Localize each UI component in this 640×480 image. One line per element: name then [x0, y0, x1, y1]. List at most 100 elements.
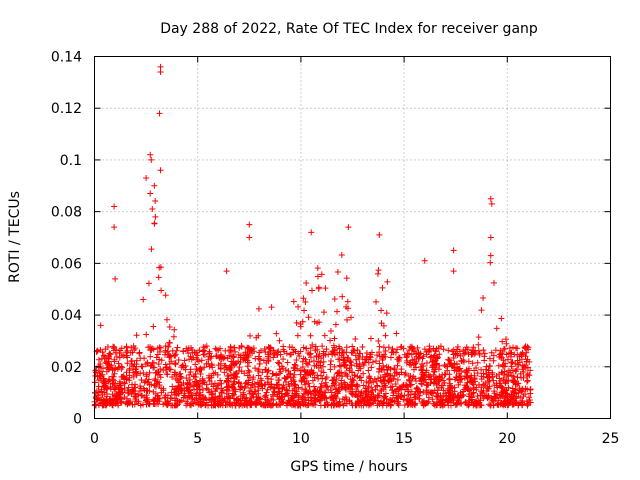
data-point	[486, 401, 493, 408]
data-point	[422, 376, 429, 383]
data-point	[519, 398, 526, 405]
data-point	[101, 355, 108, 362]
data-point	[357, 365, 364, 372]
data-point	[374, 270, 381, 277]
data-point	[443, 392, 450, 399]
data-point	[407, 381, 414, 388]
data-point	[389, 376, 396, 383]
data-point	[353, 363, 360, 370]
data-point	[480, 347, 487, 354]
data-point	[292, 382, 299, 389]
data-point	[355, 398, 362, 405]
data-point	[500, 362, 507, 369]
data-point	[107, 399, 114, 406]
data-point	[344, 305, 351, 312]
data-point	[179, 386, 186, 393]
data-point	[117, 395, 124, 402]
data-point	[250, 345, 257, 352]
data-point	[507, 350, 514, 357]
data-point	[152, 383, 159, 390]
data-point	[334, 308, 341, 315]
data-point	[308, 287, 315, 294]
data-point	[368, 384, 375, 391]
data-point	[135, 391, 142, 398]
data-point	[301, 307, 308, 314]
data-point	[227, 362, 234, 369]
data-point	[144, 379, 151, 386]
data-point	[423, 351, 430, 358]
data-point	[110, 347, 117, 354]
data-point	[301, 367, 308, 374]
data-point	[372, 386, 379, 393]
data-point	[242, 351, 249, 358]
data-point	[323, 383, 330, 390]
data-point	[206, 372, 213, 379]
data-point	[357, 392, 364, 399]
data-point	[293, 319, 300, 326]
data-point	[428, 389, 435, 396]
data-point	[189, 392, 196, 399]
data-point	[524, 378, 531, 385]
data-point	[365, 367, 372, 374]
data-point	[215, 362, 222, 369]
data-point	[392, 369, 399, 376]
data-point	[373, 383, 380, 390]
data-point	[509, 367, 516, 374]
data-point	[137, 402, 144, 409]
data-point	[148, 381, 155, 388]
x-tick-label: 25	[602, 431, 620, 447]
data-point	[343, 396, 350, 403]
data-point	[238, 383, 245, 390]
data-point	[301, 379, 308, 386]
data-point	[309, 341, 316, 348]
data-point	[376, 360, 383, 367]
data-point	[302, 356, 309, 363]
data-point	[294, 332, 301, 339]
data-point	[225, 394, 232, 401]
data-point	[308, 390, 315, 397]
data-point	[270, 385, 277, 392]
data-point	[466, 378, 473, 385]
data-point	[148, 156, 155, 163]
data-point	[438, 382, 445, 389]
data-point	[164, 398, 171, 405]
data-point	[133, 332, 140, 339]
data-point	[373, 358, 380, 365]
data-point	[496, 354, 503, 361]
data-point	[345, 355, 352, 362]
data-point	[110, 343, 117, 350]
data-point	[527, 386, 534, 393]
data-point	[111, 203, 118, 210]
data-point	[343, 349, 350, 356]
data-point	[299, 364, 306, 371]
data-point	[166, 360, 173, 367]
data-point	[348, 390, 355, 397]
data-point	[123, 344, 130, 351]
data-point	[373, 298, 380, 305]
data-point	[384, 377, 391, 384]
data-point	[344, 373, 351, 380]
data-point	[498, 383, 505, 390]
data-point	[312, 347, 319, 354]
data-point	[167, 395, 174, 402]
data-point	[352, 383, 359, 390]
data-point	[232, 348, 239, 355]
data-point	[457, 372, 464, 379]
data-point	[315, 285, 322, 292]
data-point	[246, 234, 253, 241]
data-point	[149, 345, 156, 352]
data-point	[474, 392, 481, 399]
data-point	[249, 350, 256, 357]
data-point	[295, 350, 302, 357]
data-point	[466, 387, 473, 394]
data-point	[138, 392, 145, 399]
data-point	[354, 382, 361, 389]
data-point	[194, 349, 201, 356]
data-point	[293, 357, 300, 364]
data-point	[515, 402, 522, 409]
data-point	[447, 383, 454, 390]
data-point	[157, 366, 164, 373]
data-point	[441, 362, 448, 369]
data-point	[308, 400, 315, 407]
data-point	[275, 385, 282, 392]
